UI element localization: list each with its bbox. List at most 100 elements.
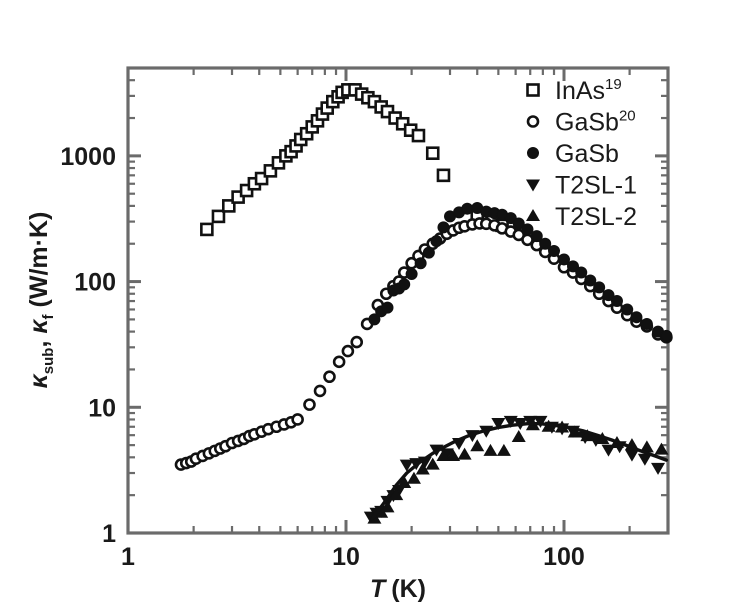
- data-point: [530, 230, 543, 243]
- data-point: [398, 278, 411, 291]
- series-T2SL-fit: [370, 422, 669, 521]
- data-point: [533, 415, 548, 428]
- data-point: [457, 447, 472, 460]
- y-axis-tick-labels: 1 10 100 1000: [60, 143, 116, 548]
- data-point: [526, 83, 540, 97]
- data-point: [639, 440, 654, 453]
- series-GaSb: [368, 201, 673, 342]
- data-point: [430, 235, 443, 248]
- legend-label: GaSb20: [555, 108, 636, 137]
- data-point: [446, 448, 461, 461]
- data-point: [640, 317, 653, 330]
- data-point: [271, 156, 286, 170]
- data-point: [406, 471, 421, 484]
- data-point: [381, 301, 394, 314]
- data-point: [584, 274, 597, 287]
- data-point: [436, 448, 451, 461]
- data-point: [425, 146, 440, 161]
- series-T2SL-2: [367, 418, 669, 524]
- x-axis-ticks: [126, 68, 670, 533]
- legend-label: InAs19: [555, 76, 622, 105]
- data-point: [624, 449, 639, 462]
- data-point: [557, 253, 570, 266]
- data-series-layer: [174, 83, 673, 524]
- data-point: [511, 430, 526, 443]
- data-point: [411, 128, 426, 143]
- y-tick-label: 1000: [60, 143, 116, 171]
- data-point: [389, 488, 404, 501]
- y-tick-label: 10: [88, 394, 116, 422]
- data-point: [526, 115, 540, 128]
- data-point: [575, 266, 588, 279]
- data-point: [397, 475, 412, 488]
- legend-label: T2SL-1: [555, 172, 637, 200]
- data-point: [415, 462, 430, 475]
- x-axis-title: T (K): [370, 575, 426, 603]
- y-tick-label: 1: [102, 520, 116, 548]
- data-point: [332, 355, 346, 369]
- data-point: [350, 335, 364, 349]
- data-point: [368, 313, 381, 326]
- data-point: [313, 384, 327, 398]
- legend-item-gasb-20[interactable]: GaSb20: [526, 108, 636, 137]
- data-point: [303, 398, 316, 411]
- data-point: [567, 260, 580, 273]
- data-point: [341, 344, 355, 358]
- data-point: [654, 442, 669, 455]
- legend-label: GaSb: [555, 140, 619, 168]
- data-point: [496, 443, 511, 456]
- data-point: [399, 459, 414, 472]
- data-point: [323, 370, 336, 384]
- fit-line: [370, 422, 669, 521]
- legend-item-inas-19[interactable]: InAs19: [526, 76, 622, 105]
- data-point: [491, 417, 506, 430]
- data-point: [405, 267, 418, 280]
- chart-legend: InAs19 GaSb20 GaSb T2SL-1 T2SL-2: [526, 76, 637, 231]
- data-point: [523, 415, 538, 428]
- data-point: [610, 295, 623, 308]
- x-axis-tick-labels: 1 10 100: [121, 543, 585, 571]
- svg-text:T(K): T (K): [370, 575, 426, 603]
- x-tick-label: 100: [543, 543, 585, 571]
- data-point: [526, 179, 540, 192]
- data-point: [437, 221, 450, 234]
- data-point: [291, 413, 304, 426]
- y-tick-label: 100: [74, 269, 116, 297]
- svg-text:κsub,κf(W/m·K): κsub,κf(W/m·K): [25, 212, 57, 389]
- data-point: [200, 222, 214, 237]
- legend-item-t2sl-2[interactable]: T2SL-2: [526, 203, 637, 231]
- legend-label: T2SL-2: [555, 203, 637, 231]
- data-point: [521, 223, 534, 236]
- data-point: [651, 462, 666, 475]
- data-point: [621, 303, 634, 316]
- legend-item-gasb[interactable]: GaSb: [527, 140, 619, 168]
- series-GaSb-ref: [174, 217, 673, 471]
- data-point: [567, 425, 582, 438]
- data-point: [526, 209, 540, 221]
- data-point: [637, 453, 652, 466]
- data-point: [470, 439, 485, 452]
- y-axis-title: κsub,κf(W/m·K): [25, 212, 57, 389]
- data-point: [436, 168, 451, 183]
- data-point: [461, 202, 474, 215]
- data-point: [602, 289, 615, 302]
- y-axis-ticks: [128, 66, 668, 535]
- data-point: [580, 429, 595, 442]
- data-point: [211, 209, 226, 224]
- data-point: [422, 246, 435, 259]
- data-point: [380, 500, 395, 513]
- data-point: [593, 281, 606, 294]
- data-point: [414, 257, 427, 270]
- data-point: [222, 199, 236, 213]
- data-point: [254, 171, 269, 186]
- data-point: [263, 164, 278, 178]
- legend-item-t2sl-1[interactable]: T2SL-1: [526, 172, 637, 200]
- x-tick-label: 1: [121, 543, 135, 571]
- data-point: [548, 245, 561, 258]
- series-InAs: [200, 83, 509, 237]
- data-point: [483, 443, 498, 456]
- x-tick-label: 10: [332, 543, 360, 571]
- data-point: [660, 329, 673, 342]
